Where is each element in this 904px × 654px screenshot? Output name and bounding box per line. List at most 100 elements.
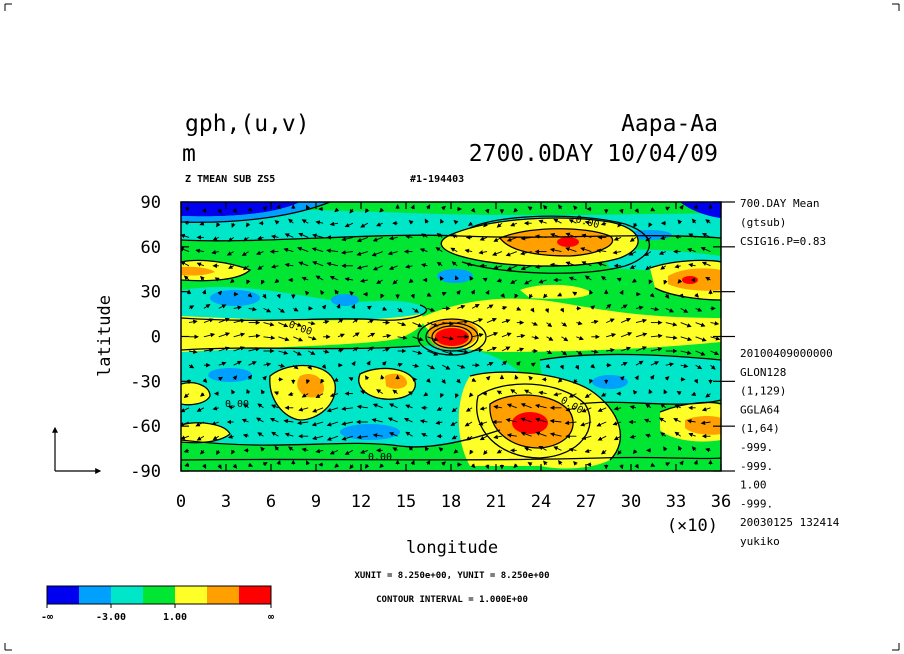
wind-arrow: [387, 251, 398, 256]
wind-arrow: [232, 375, 238, 381]
wind-arrow: [203, 303, 211, 309]
wind-arrow: [405, 264, 413, 269]
wind-arrow: [426, 378, 431, 384]
wind-arrow: [301, 276, 309, 281]
wind-arrow: [620, 318, 632, 324]
wind-arrow: [196, 435, 205, 441]
wind-arrow: [231, 449, 236, 455]
wind-arrow: [421, 263, 428, 268]
side-info-line: 20100409000000: [740, 347, 833, 360]
wind-arrow: [203, 347, 214, 353]
wind-arrow: [412, 322, 423, 328]
wind-arrow: [664, 376, 670, 381]
wind-arrow: [211, 250, 219, 255]
wind-arrow: [233, 305, 243, 310]
wind-arrow: [478, 421, 488, 426]
wind-arrow: [351, 303, 356, 309]
wind-arrow: [600, 221, 607, 226]
wind-arrow: [510, 389, 518, 394]
x-tick-label: 3: [221, 492, 231, 512]
wind-arrow: [269, 417, 279, 423]
y-tick-label: 90: [141, 193, 161, 213]
wind-arrow: [312, 233, 324, 238]
dark-blue-region: [181, 202, 300, 217]
wind-arrow: [505, 418, 517, 423]
wind-arrow: [545, 363, 551, 369]
wind-arrow: [453, 219, 459, 225]
y-axis: 90 60 30 0 -30 -60 -90: [130, 193, 735, 482]
x-axis: 0 3 6 9 12 15 18 21 24 27 30 33 36: [176, 202, 731, 512]
wind-arrow: [397, 321, 407, 327]
wind-arrow: [612, 250, 622, 255]
wind-arrow: [322, 319, 330, 325]
wind-arrow: [326, 261, 339, 267]
wind-arrow: [212, 236, 219, 241]
wind-arrow: [423, 391, 429, 397]
yellow-region: [181, 382, 210, 405]
wind-arrow: [262, 206, 268, 211]
wind-arrow: [665, 462, 671, 467]
wind-arrow: [501, 305, 508, 311]
wind-arrow: [546, 336, 554, 341]
wind-arrow: [680, 336, 693, 342]
wind-arrow: [436, 406, 443, 411]
reference-vector: [52, 426, 102, 474]
wind-arrow: [426, 292, 432, 297]
wind-arrow: [288, 218, 294, 224]
wind-arrow: [648, 388, 653, 394]
wind-arrow: [472, 332, 484, 338]
wind-arrow: [382, 333, 392, 339]
wind-arrow: [278, 336, 290, 342]
wind-arrow: [201, 289, 207, 295]
wind-arrow: [312, 261, 324, 267]
wind-arrow: [510, 279, 518, 284]
wind-arrow: [372, 403, 383, 409]
side-info-line: 20030125 132414: [740, 516, 840, 529]
wind-arrow: [441, 461, 446, 467]
wind-arrow: [382, 306, 388, 311]
wind-arrow: [276, 460, 281, 466]
subtitle-mid: #1-194403: [410, 174, 464, 185]
wind-arrow: [371, 418, 383, 423]
wind-arrow: [629, 434, 637, 439]
wind-arrow: [581, 435, 592, 440]
wind-arrow: [628, 251, 637, 256]
wind-arrow: [451, 407, 458, 413]
wind-arrow: [408, 445, 414, 451]
wind-arrow: [457, 304, 466, 310]
wind-arrow: [371, 251, 383, 257]
wind-arrow: [573, 379, 578, 385]
wind-arrow: [695, 364, 703, 370]
wind-arrow: [645, 403, 652, 409]
colorbar-label: ∞: [268, 612, 274, 623]
wind-arrow: [568, 219, 577, 224]
wind-arrow: [326, 407, 339, 413]
wind-arrow: [424, 218, 429, 224]
wind-arrow: [262, 293, 267, 299]
wind-arrow: [705, 393, 711, 398]
wind-arrow: [195, 421, 205, 427]
wind-arrow: [565, 261, 577, 267]
wind-arrow: [573, 460, 578, 466]
wind-arrow: [506, 236, 517, 242]
wind-arrow: [392, 389, 398, 395]
wind-arrow: [287, 391, 294, 397]
wind-arrow: [410, 293, 415, 299]
wind-arrow: [553, 218, 562, 224]
wind-arrow: [619, 208, 624, 214]
blue-region: [592, 375, 628, 389]
wind-arrow: [701, 407, 711, 412]
wind-arrow: [183, 220, 190, 226]
wind-arrow: [561, 322, 568, 327]
wind-arrow: [693, 378, 698, 384]
wind-arrow: [298, 232, 309, 238]
wind-arrow: [284, 432, 294, 437]
wind-arrow: [202, 463, 207, 469]
wind-arrow: [202, 208, 207, 214]
wind-arrow: [514, 374, 519, 380]
wind-arrow: [202, 378, 208, 383]
wind-arrow: [606, 333, 617, 338]
wind-arrow: [631, 278, 637, 283]
wind-arrow: [419, 248, 428, 253]
